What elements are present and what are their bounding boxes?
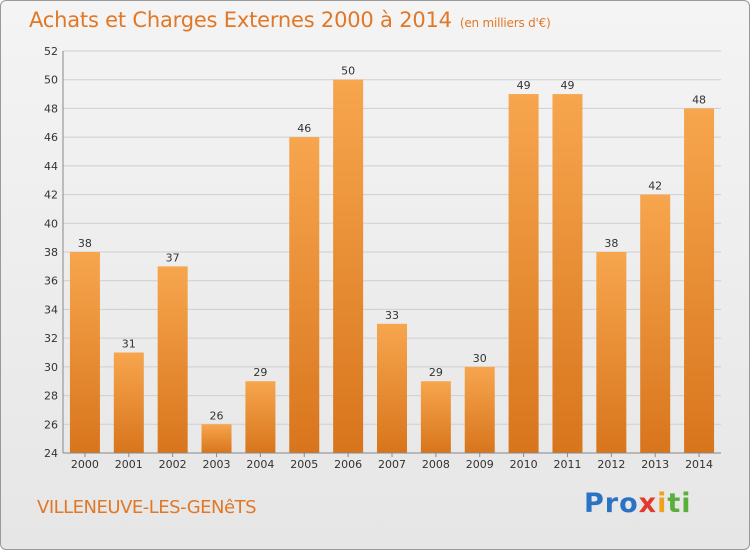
bar-2014 xyxy=(684,108,715,453)
bar-2000 xyxy=(69,252,100,453)
y-tick-label: 32 xyxy=(44,332,58,345)
chart-title-text: Achats et Charges Externes 2000 à 2014 xyxy=(29,8,452,32)
y-tick-label: 26 xyxy=(44,418,58,431)
y-tick-label: 36 xyxy=(44,275,58,288)
chart-title: Achats et Charges Externes 2000 à 2014 (e… xyxy=(29,8,551,32)
logo-part-x: x xyxy=(638,488,658,519)
bar-2013 xyxy=(640,194,671,454)
data-label-2009: 30 xyxy=(473,352,487,365)
data-label-2002: 37 xyxy=(166,251,180,264)
y-tick-label: 52 xyxy=(44,45,58,58)
data-label-2011: 49 xyxy=(560,79,574,92)
x-axis: 2000 2001 2002 2003 2004 2005 2006 2007 2008 2009… xyxy=(63,452,721,471)
data-label-2014: 48 xyxy=(692,93,706,106)
bar-2008 xyxy=(420,381,451,453)
bar-2003 xyxy=(201,424,232,453)
data-label-2013: 42 xyxy=(648,180,662,193)
x-tick-label-2014: 2014 xyxy=(685,458,713,471)
x-tick-label-2010: 2010 xyxy=(510,458,538,471)
data-label-2000: 38 xyxy=(78,237,92,250)
x-tick-label-2008: 2008 xyxy=(422,458,450,471)
x-tick-label-2013: 2013 xyxy=(641,458,669,471)
y-tick-label: 48 xyxy=(44,102,58,115)
city-name: VILLENEUVE-LES-GENêTS xyxy=(37,497,257,518)
x-tick-label-2012: 2012 xyxy=(597,458,625,471)
bar-2004 xyxy=(245,381,276,453)
chart-unit: (en milliers d'€) xyxy=(459,16,551,30)
x-tick-label-2011: 2011 xyxy=(553,458,581,471)
x-tick-label-2003: 2003 xyxy=(203,458,231,471)
data-label-2006: 50 xyxy=(341,65,355,78)
x-tick-label-2009: 2009 xyxy=(466,458,494,471)
y-tick-label: 24 xyxy=(44,447,58,460)
proxiti-logo: Proxiti xyxy=(584,488,692,519)
y-tick-label: 38 xyxy=(44,246,58,259)
data-label-2001: 31 xyxy=(122,338,136,351)
data-label-2005: 46 xyxy=(297,122,311,135)
logo-part-pro: Pro xyxy=(584,488,639,519)
y-tick-label: 42 xyxy=(44,189,58,202)
data-label-2007: 33 xyxy=(385,309,399,322)
data-label-2012: 38 xyxy=(604,237,618,250)
bar-2001 xyxy=(113,352,144,453)
x-tick-label-2007: 2007 xyxy=(378,458,406,471)
y-axis: 24 26 28 30 32 34 36 38 40 42 44 46 48 50 52 xyxy=(44,45,64,460)
y-tick-label: 28 xyxy=(44,390,58,403)
data-labels: 38 31 37 26 29 46 50 33 29 30 49 49 38 42 48 xyxy=(78,65,706,423)
logo-part-ti: ti xyxy=(667,488,692,519)
x-tick-label-2001: 2001 xyxy=(115,458,143,471)
data-label-2003: 26 xyxy=(210,409,224,422)
data-label-2008: 29 xyxy=(429,366,443,379)
bar-2009 xyxy=(464,366,495,453)
bar-2011 xyxy=(552,94,583,454)
bar-2010 xyxy=(508,94,539,454)
y-tick-label: 50 xyxy=(44,74,58,87)
y-tick-label: 46 xyxy=(44,131,58,144)
bars xyxy=(69,79,715,454)
y-tick-label: 30 xyxy=(44,361,58,374)
bar-2012 xyxy=(596,252,627,453)
x-tick-label-2002: 2002 xyxy=(159,458,187,471)
y-tick-label: 34 xyxy=(44,303,58,316)
logo-part-i: i xyxy=(657,488,668,519)
x-tick-label-2006: 2006 xyxy=(334,458,362,471)
y-tick-label: 44 xyxy=(44,160,58,173)
bar-2007 xyxy=(377,323,407,453)
bar-2002 xyxy=(157,266,188,453)
y-tick-label: 40 xyxy=(44,217,58,230)
x-tick-label-2005: 2005 xyxy=(290,458,318,471)
bar-2005 xyxy=(289,137,320,453)
x-tick-label-2004: 2004 xyxy=(246,458,274,471)
x-tick-label-2000: 2000 xyxy=(71,458,99,471)
data-label-2010: 49 xyxy=(517,79,531,92)
data-label-2004: 29 xyxy=(253,366,267,379)
bar-2006 xyxy=(333,79,364,453)
